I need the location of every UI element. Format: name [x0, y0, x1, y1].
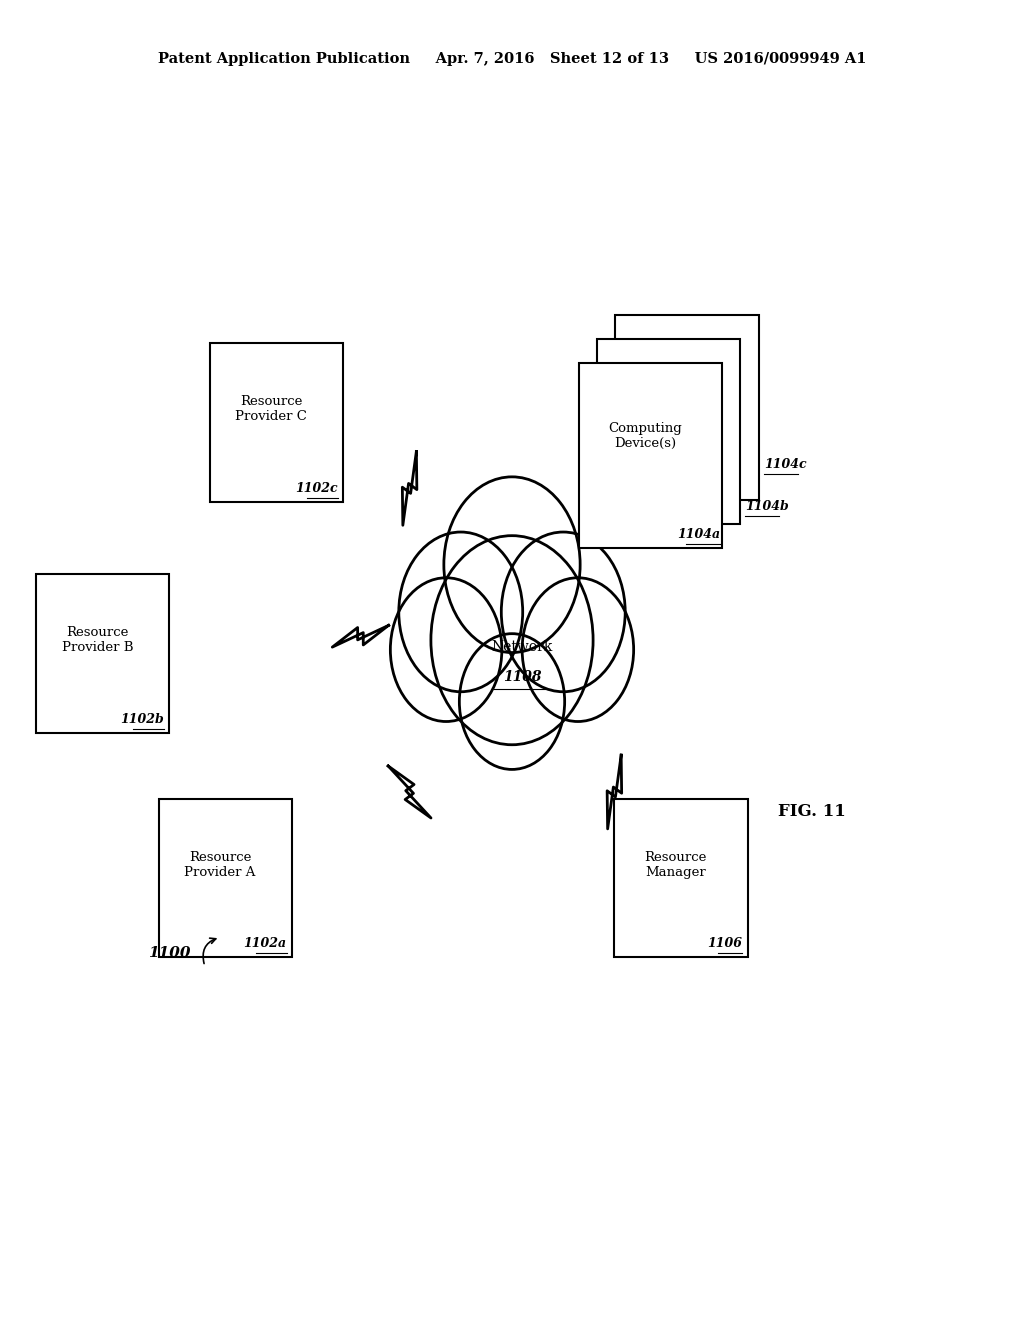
- FancyBboxPatch shape: [597, 339, 740, 524]
- Circle shape: [398, 532, 522, 692]
- Text: 1102c: 1102c: [295, 482, 338, 495]
- Text: Network: Network: [492, 640, 553, 653]
- Text: Resource
Provider B: Resource Provider B: [61, 626, 133, 655]
- Text: 1104b: 1104b: [745, 500, 790, 513]
- Text: 1104c: 1104c: [764, 458, 807, 471]
- Circle shape: [443, 477, 581, 652]
- Text: 1108: 1108: [503, 671, 542, 684]
- Circle shape: [390, 578, 502, 722]
- Text: 1100: 1100: [147, 946, 190, 960]
- FancyBboxPatch shape: [579, 363, 722, 548]
- Text: Patent Application Publication     Apr. 7, 2016   Sheet 12 of 13     US 2016/009: Patent Application Publication Apr. 7, 2…: [158, 53, 866, 66]
- Circle shape: [431, 536, 593, 744]
- FancyBboxPatch shape: [210, 343, 343, 502]
- FancyBboxPatch shape: [36, 574, 169, 733]
- Text: FIG. 11: FIG. 11: [778, 804, 846, 820]
- Circle shape: [522, 578, 634, 722]
- Text: Resource
Provider A: Resource Provider A: [184, 850, 256, 879]
- Text: Resource
Manager: Resource Manager: [645, 850, 707, 879]
- Text: Resource
Provider C: Resource Provider C: [236, 395, 307, 424]
- Circle shape: [502, 532, 626, 692]
- FancyBboxPatch shape: [615, 315, 759, 500]
- Text: 1102a: 1102a: [244, 937, 287, 950]
- Text: Computing
Device(s): Computing Device(s): [608, 421, 682, 450]
- Text: 1104a: 1104a: [677, 528, 720, 541]
- FancyBboxPatch shape: [159, 799, 292, 957]
- Circle shape: [460, 634, 564, 770]
- Text: 1106: 1106: [708, 937, 742, 950]
- Text: 1102b: 1102b: [120, 713, 164, 726]
- FancyBboxPatch shape: [614, 799, 748, 957]
